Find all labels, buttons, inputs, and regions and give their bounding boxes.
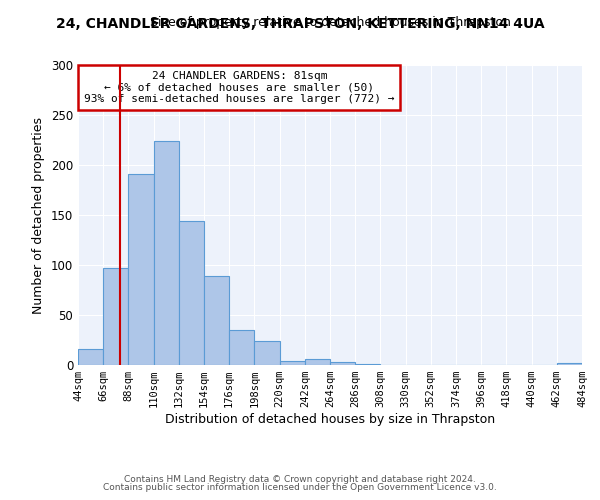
Bar [305,359,330,365]
Bar [78,349,103,365]
Bar [254,341,280,365]
Bar [154,141,179,365]
Bar [280,361,305,365]
Y-axis label: Number of detached properties: Number of detached properties [32,116,46,314]
X-axis label: Distribution of detached houses by size in Thrapston: Distribution of detached houses by size … [165,413,495,426]
Bar [128,174,154,365]
Bar [179,221,204,365]
Text: 24 CHANDLER GARDENS: 81sqm
← 6% of detached houses are smaller (50)
93% of semi-: 24 CHANDLER GARDENS: 81sqm ← 6% of detac… [84,71,395,104]
Text: Contains HM Land Registry data © Crown copyright and database right 2024.: Contains HM Land Registry data © Crown c… [124,475,476,484]
Title: Size of property relative to detached houses in Thrapston: Size of property relative to detached ho… [149,16,511,29]
Bar [229,330,254,365]
Bar [355,364,380,365]
Bar [204,276,229,365]
Text: 24, CHANDLER GARDENS, THRAPSTON, KETTERING, NN14 4UA: 24, CHANDLER GARDENS, THRAPSTON, KETTERI… [56,18,544,32]
Bar [103,268,128,365]
Bar [557,363,582,365]
Bar [330,362,355,365]
Text: Contains public sector information licensed under the Open Government Licence v3: Contains public sector information licen… [103,484,497,492]
